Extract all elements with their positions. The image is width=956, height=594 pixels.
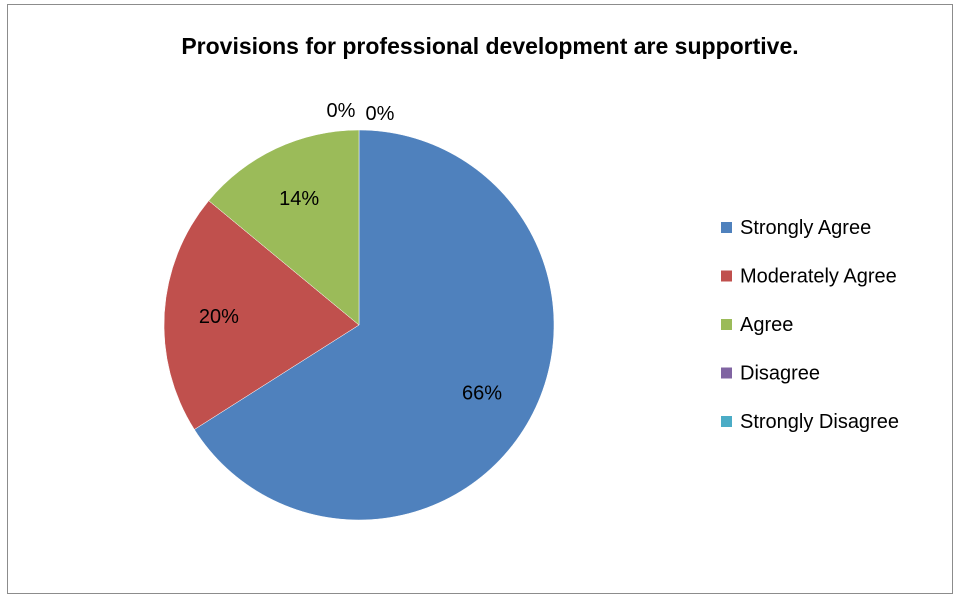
legend-label-disagree: Disagree — [740, 363, 820, 385]
data-label-disagree: 0% — [327, 100, 356, 122]
pie-slice-moderately-agree — [163, 200, 360, 430]
legend-swatch-disagree — [721, 367, 732, 379]
data-labels: 66% 20% 14% 0% 0% — [199, 100, 502, 405]
legend-swatch-strongly-disagree — [721, 416, 732, 427]
data-label-strongly-agree: 66% — [462, 383, 502, 405]
pie-slices — [163, 129, 555, 521]
pie-chart: Provisions for professional development … — [163, 33, 899, 521]
legend-swatch-moderately-agree — [721, 270, 732, 282]
legend-label-moderately-agree: Moderately Agree — [740, 266, 897, 288]
pie-slice-agree — [208, 129, 360, 326]
chart-title: Provisions for professional development … — [181, 33, 798, 59]
legend-label-agree: Agree — [740, 314, 793, 336]
data-label-moderately-agree: 20% — [199, 306, 239, 328]
legend-swatch-strongly-agree — [721, 222, 732, 233]
legend-swatch-agree — [721, 319, 732, 330]
pie-slice-strongly-agree — [194, 129, 555, 521]
legend-label-strongly-disagree: Strongly Disagree — [740, 411, 899, 433]
legend: Strongly Agree Moderately Agree Agree Disag… — [721, 217, 899, 433]
legend-label-strongly-agree: Strongly Agree — [740, 217, 871, 239]
data-label-strongly-disagree: 0% — [366, 103, 395, 125]
data-label-agree: 14% — [279, 188, 319, 210]
